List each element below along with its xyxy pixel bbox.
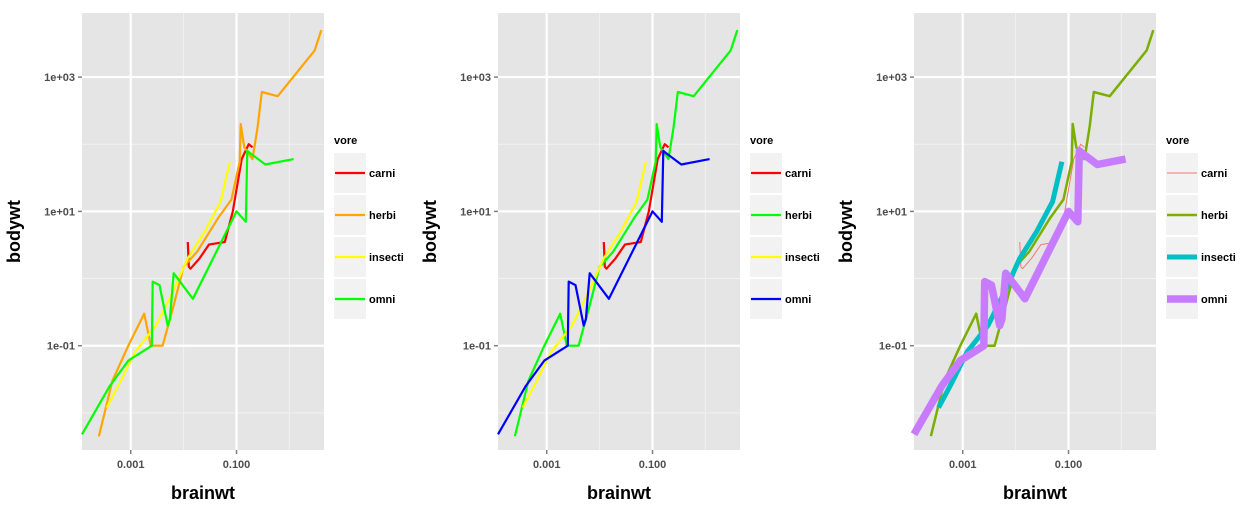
legend-label-herbi: herbi <box>785 210 812 222</box>
grid-lines <box>498 13 740 450</box>
series-line-herbi <box>97 29 323 437</box>
grid-lines <box>914 13 1156 450</box>
chart-svg-2: 0.001 0.100 1e-01 1e+01 1e+03 brainwt bodywt vo… <box>420 13 820 503</box>
y-tick-label: 1e-01 <box>879 341 907 353</box>
y-axis-title: bodywt <box>420 200 440 263</box>
legend-label-insecti: insecti <box>785 252 820 264</box>
legend: vore carni herbi insecti omni <box>1166 135 1236 319</box>
legend-label-carni: carni <box>369 168 395 180</box>
legend-label-insecti: insecti <box>1201 252 1236 264</box>
chart-panel-2: 0.001 0.100 1e-01 1e+01 1e+03 brainwt bodywt vo… <box>416 0 832 522</box>
x-axis-title: brainwt <box>171 483 235 503</box>
series-line-carni <box>602 143 670 270</box>
legend-label-herbi: herbi <box>369 210 396 222</box>
legend-title: vore <box>1166 135 1189 147</box>
y-tick-label: 1e+03 <box>44 72 75 84</box>
series-line-omni <box>910 147 1127 437</box>
legend-label-omni: omni <box>369 294 395 306</box>
legend: vore carni herbi insecti omni <box>334 135 404 319</box>
y-axis-title: bodywt <box>4 200 24 263</box>
series-lines <box>81 29 323 437</box>
legend-title: vore <box>334 135 357 147</box>
legend-label-insecti: insecti <box>369 252 404 264</box>
series-line-carni <box>186 143 254 270</box>
legend-title: vore <box>750 135 773 147</box>
y-tick-label: 1e+01 <box>44 206 75 218</box>
y-tick-label: 1e+01 <box>460 206 491 218</box>
y-tick-label: 1e+03 <box>460 72 491 84</box>
grid-lines <box>82 13 324 450</box>
legend-label-carni: carni <box>1201 168 1227 180</box>
y-tick-label: 1e+01 <box>876 206 907 218</box>
series-lines <box>910 29 1155 437</box>
series-lines <box>497 29 739 437</box>
x-tick-label: 0.001 <box>533 459 561 471</box>
legend-label-herbi: herbi <box>1201 210 1228 222</box>
x-axis-title: brainwt <box>1003 483 1067 503</box>
x-tick-label: 0.100 <box>223 459 251 471</box>
x-tick-label: 0.100 <box>1055 459 1083 471</box>
legend-label-carni: carni <box>785 168 811 180</box>
chart-svg-3: 0.001 0.100 1e-01 1e+01 1e+03 brainwt bodywt vo… <box>836 13 1236 503</box>
x-tick-label: 0.001 <box>117 459 145 471</box>
legend: vore carni herbi insecti omni <box>750 135 820 319</box>
series-line-omni <box>81 149 294 435</box>
y-tick-label: 1e-01 <box>47 341 75 353</box>
chart-svg-1: 0.001 0.100 1e-01 1e+01 1e+03 brainwt bodywt vo… <box>4 13 404 503</box>
legend-label-omni: omni <box>1201 294 1227 306</box>
chart-panel-3: 0.001 0.100 1e-01 1e+01 1e+03 brainwt bodywt vo… <box>832 0 1248 522</box>
series-line-omni <box>497 149 710 435</box>
legend-label-omni: omni <box>785 294 811 306</box>
y-tick-label: 1e+03 <box>876 72 907 84</box>
y-axis-title: bodywt <box>836 200 856 263</box>
series-line-herbi <box>929 29 1155 437</box>
y-tick-label: 1e-01 <box>463 341 491 353</box>
x-axis-title: brainwt <box>587 483 651 503</box>
chart-panel-1: 0.001 0.100 1e-01 1e+01 1e+03 brainwt bodywt vo… <box>0 0 416 522</box>
x-tick-label: 0.001 <box>949 459 977 471</box>
x-tick-label: 0.100 <box>639 459 667 471</box>
series-line-herbi <box>513 29 739 437</box>
